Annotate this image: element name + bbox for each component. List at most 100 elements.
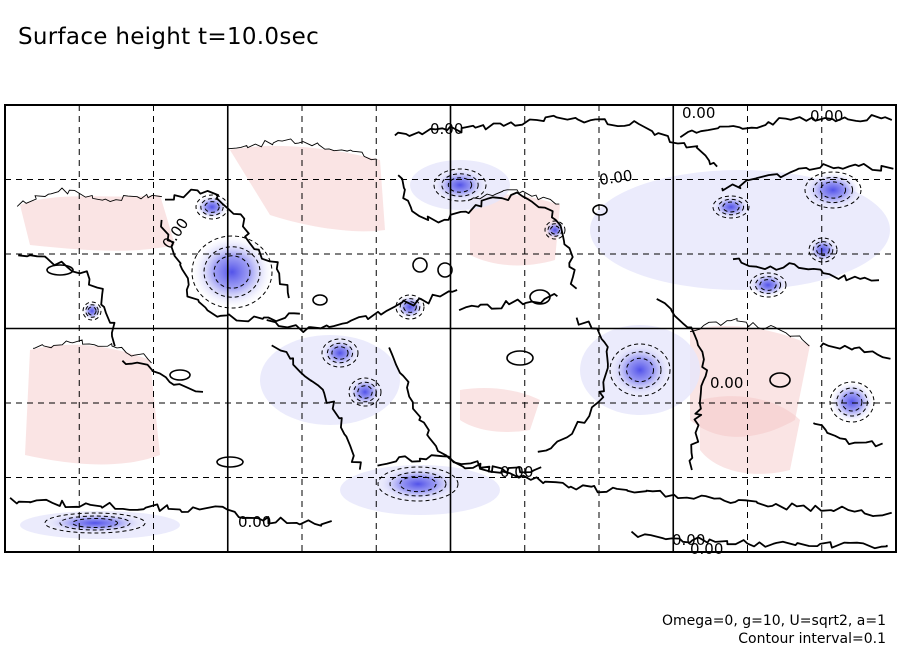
negative-contour-10-1	[609, 343, 671, 397]
negative-contour-2-3	[204, 201, 220, 213]
positive-region-1	[20, 195, 175, 251]
zero-contour-4	[160, 219, 300, 323]
closed-contour-9	[46, 264, 74, 276]
zero-contour-1	[394, 114, 718, 168]
negative-contour-8-2	[389, 471, 447, 497]
negative-contour-14-3	[759, 279, 777, 291]
negative-contour-1-1	[191, 235, 273, 309]
negative-contour-4-2	[399, 298, 421, 316]
positive-region-4	[470, 194, 560, 266]
closed-contour-8	[769, 372, 791, 388]
negative-contour-1-2	[203, 246, 261, 298]
closed-contour-7	[592, 204, 608, 216]
negative-contour-5-2	[326, 342, 354, 364]
zero-contour-20	[121, 360, 204, 393]
zero-contour-19	[458, 293, 558, 312]
closed-contour-3	[216, 456, 244, 468]
zero-contour-15	[721, 163, 894, 192]
contour-label-8: 0.00	[238, 513, 271, 531]
negative-contour-8-3	[399, 475, 437, 493]
zero-contour-3	[165, 188, 290, 299]
negative-contour-9-1	[44, 512, 146, 534]
contour-label-1: 0.00	[430, 120, 463, 138]
positive-region-3	[25, 344, 160, 465]
negative-contour-9-2	[59, 515, 131, 531]
negative-contour-3-2	[85, 304, 99, 318]
contour-label-4: 0.00	[598, 166, 634, 188]
positive-contour-2	[227, 138, 378, 161]
zero-contour-10	[656, 298, 708, 471]
contour-label-6: 0.00	[710, 374, 743, 392]
positive-contour-4	[689, 317, 810, 347]
zero-contour-11	[18, 254, 116, 347]
closed-contour-2	[529, 289, 551, 305]
negative-contour-6-3	[357, 385, 373, 399]
negative-contour-8-1	[377, 466, 459, 502]
negative-contour-15-2	[836, 387, 868, 417]
positive-region-6	[700, 396, 800, 474]
zero-contour-2	[679, 114, 893, 139]
negative-contour-12-3	[722, 201, 740, 213]
negative-contour-6-2	[353, 381, 377, 403]
zero-contour-5	[397, 174, 578, 290]
closed-contour-1	[312, 294, 328, 306]
contour-interval-note: Contour interval=0.1	[738, 631, 886, 647]
negative-contour-13-2	[812, 241, 834, 259]
chart-title: Surface height t=10.0sec	[18, 24, 320, 50]
negative-contour-16-3	[550, 225, 560, 235]
positive-region-5	[690, 325, 810, 437]
closed-contour-4	[437, 262, 453, 278]
negative-contour-10-3	[626, 357, 654, 383]
negative-contour-12-2	[717, 198, 745, 216]
contour-label-9: 0.00	[672, 531, 705, 549]
negative-contour-7-2	[441, 173, 479, 197]
negative-contour-7-1	[433, 168, 487, 202]
negative-contour-13-3	[816, 244, 830, 256]
negative-contour-9-3	[72, 518, 118, 528]
negative-contour-11-3	[819, 181, 847, 199]
positive-contour-3	[33, 339, 152, 364]
zero-contour-12	[9, 497, 332, 527]
negative-contour-14-2	[754, 276, 782, 294]
positive-region-2	[230, 145, 385, 232]
parameter-note: Omega=0, g=10, U=sqrt2, a=1	[661, 613, 886, 629]
negative-contour-2-2	[200, 198, 224, 216]
negative-contour-5-3	[331, 346, 349, 360]
negative-contour-12-1	[712, 195, 750, 219]
zero-contour-17	[819, 342, 891, 360]
negative-contour-15-3	[841, 392, 863, 412]
positive-contour-1	[16, 187, 162, 207]
zero-contour-7	[271, 344, 362, 470]
negative-contour-5-1	[321, 338, 359, 368]
negative-contour-16-1	[544, 220, 566, 240]
contour-label-2: 0.00	[682, 104, 715, 122]
negative-contour-1-3	[213, 255, 251, 289]
negative-contour-3-3	[87, 306, 97, 316]
closed-contour-6	[506, 350, 534, 366]
negative-contour-7-3	[447, 177, 473, 193]
negative-contour-15-1	[829, 381, 875, 423]
negative-contour-10-2	[618, 351, 662, 389]
plot-frame	[4, 104, 897, 553]
closed-contour-10	[412, 257, 428, 273]
negative-contour-11-1	[804, 171, 862, 209]
zero-contour-14	[630, 530, 888, 550]
zero-contour-9	[537, 317, 609, 453]
negative-contour-11-2	[812, 176, 854, 204]
positive-region-7	[460, 388, 540, 432]
negative-contour-3-1	[82, 301, 102, 321]
zero-contour-13	[377, 454, 892, 517]
contour-label-10: 0.00	[690, 540, 723, 558]
contour-label-3: 0.00	[810, 107, 843, 125]
closed-contour-5	[169, 369, 191, 381]
negative-contour-13-1	[808, 237, 838, 263]
negative-contour-2-1	[195, 194, 229, 220]
zero-contour-16	[732, 257, 880, 282]
contour-label-7: 0.00	[500, 463, 533, 481]
zero-contour-6	[266, 289, 458, 333]
negative-contour-6-1	[348, 377, 382, 407]
positive-contour-5	[467, 189, 560, 205]
negative-contour-4-1	[395, 294, 425, 320]
zero-contour-18	[813, 422, 883, 448]
